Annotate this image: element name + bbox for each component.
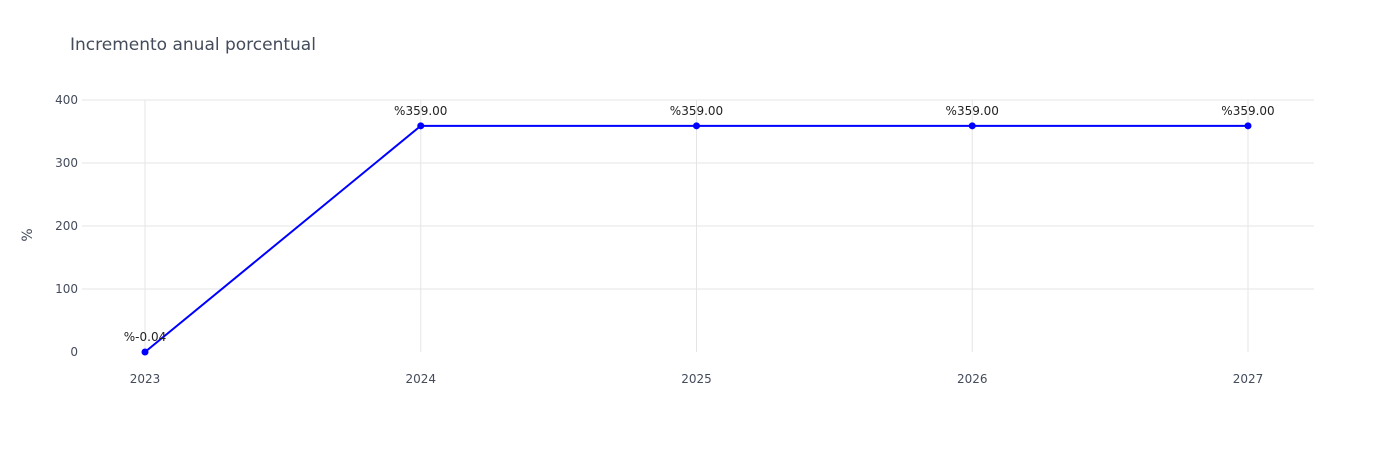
y-axis-title: % [20,228,36,241]
data-label: %359.00 [1221,104,1274,118]
series-group [141,122,1252,356]
y-tick-label: 200 [55,219,78,233]
x-tick-label: 2027 [1233,372,1264,386]
data-point [968,122,976,130]
y-tick-label: 0 [70,345,78,359]
data-point [693,122,700,130]
x-tick-label: 2023 [130,372,161,386]
data-label: %-0.04 [124,330,166,344]
x-tick-label: 2025 [681,372,712,386]
y-tick-label: 400 [55,93,78,107]
y-tick-label: 100 [55,282,78,296]
y-tick-label: 300 [55,156,78,170]
grid [82,99,1314,352]
data-label: %359.00 [394,104,447,118]
data-point [417,122,425,130]
y-axis-ticks: 0 100 200 300 400 [55,93,78,359]
x-tick-label: 2024 [405,372,436,386]
data-point [1244,122,1252,130]
x-axis-ticks: 2023 2024 2025 2026 2027 [130,372,1264,386]
chart-title: Incremento anual porcentual [70,35,316,55]
data-label: %359.00 [670,104,723,118]
x-tick-label: 2026 [957,372,988,386]
data-labels: %-0.04 %359.00 %359.00 %359.00 %359.00 [124,104,1275,344]
data-point [141,348,149,356]
data-label: %359.00 [946,104,999,118]
